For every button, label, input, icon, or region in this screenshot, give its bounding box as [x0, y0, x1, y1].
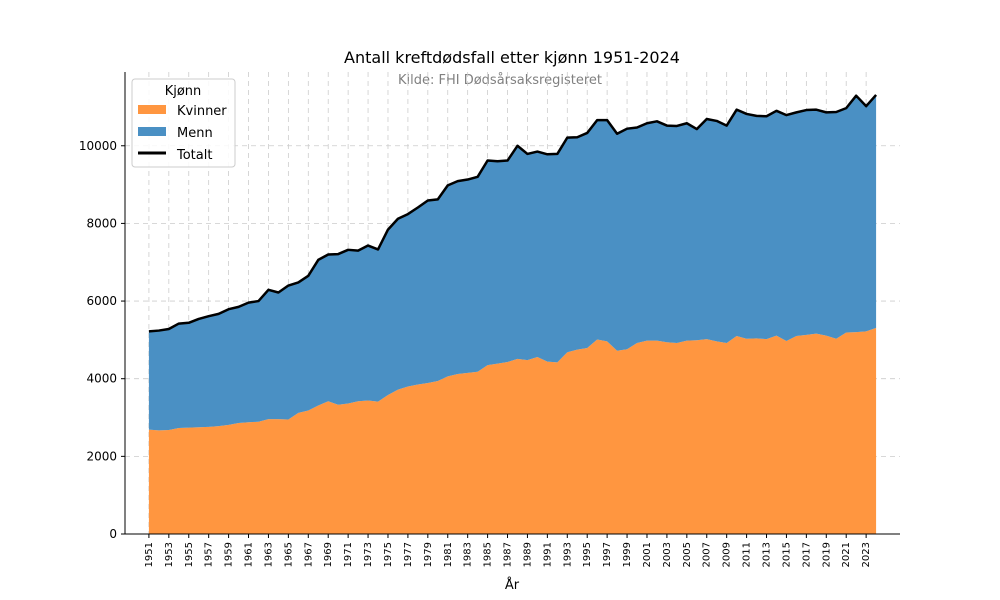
- x-tick-label: 2023: [861, 542, 872, 567]
- x-tick-label: 2001: [642, 542, 653, 567]
- x-tick-label: 1961: [244, 542, 255, 567]
- x-tick-label: 1989: [522, 542, 533, 567]
- x-tick-label: 1993: [562, 542, 573, 567]
- x-tick-label: 1965: [283, 542, 294, 567]
- legend: Kjønn Kvinner Menn Totalt: [131, 78, 236, 168]
- total-line-group: [148, 94, 878, 333]
- x-tick-label: 1979: [423, 542, 434, 567]
- chart-title: Antall kreftdødsfall etter kjønn 1951-20…: [344, 48, 680, 67]
- legend-swatch-kvinner: [138, 105, 166, 114]
- x-tick-label: 1995: [582, 542, 593, 567]
- x-tick-label: 2013: [762, 542, 773, 567]
- axes: [124, 72, 900, 535]
- x-tick-label: 2005: [682, 542, 693, 567]
- x-tick-label: 1983: [463, 542, 474, 567]
- y-tick-label: 6000: [86, 294, 117, 308]
- x-tick-label: 1955: [184, 542, 195, 567]
- x-tick-label: 1973: [363, 542, 374, 567]
- x-tick-label: 1985: [483, 542, 494, 567]
- x-tick-label: 1967: [303, 542, 314, 567]
- legend-title: Kjønn: [165, 84, 202, 99]
- x-tick-label: 1987: [503, 542, 514, 567]
- y-tick-label: 2000: [86, 449, 117, 463]
- x-tick-label: 1951: [144, 542, 155, 567]
- legend-swatch-menn: [138, 127, 166, 136]
- x-tick-label: 1953: [164, 542, 175, 567]
- y-tick-label: 4000: [86, 372, 117, 386]
- legend-box: [131, 78, 236, 168]
- chart-subtitle: Kilde: FHI Dødsårsaksregisteret: [398, 73, 602, 88]
- x-ticks: 1951 1953 1955 1957 1959 1961 1963 1965 1967 1969…: [144, 534, 872, 567]
- x-tick-label: 1991: [542, 542, 553, 567]
- legend-label-menn: Menn: [177, 126, 213, 141]
- legend-label-totalt: Totalt: [176, 148, 212, 163]
- x-tick-label: 1969: [323, 542, 334, 567]
- y-tick-label: 10000: [79, 139, 117, 153]
- x-tick-label: 2003: [662, 542, 673, 567]
- area-menn: [148, 94, 877, 431]
- y-tick-label: 0: [109, 527, 117, 541]
- x-tick-label: 2019: [821, 542, 832, 567]
- y-ticks: 0 2000 4000 6000 8000 10000: [79, 139, 125, 541]
- stacked-areas: [148, 94, 877, 534]
- x-tick-label: 1997: [602, 542, 613, 567]
- x-tick-label: 2017: [801, 542, 812, 567]
- x-tick-label: 1999: [622, 542, 633, 567]
- x-tick-label: 1959: [224, 542, 235, 567]
- area-kvinner: [148, 327, 877, 534]
- x-tick-label: 1977: [403, 542, 414, 567]
- total-line: [148, 94, 878, 333]
- x-tick-label: 1971: [343, 542, 354, 567]
- y-tick-label: 8000: [86, 216, 117, 230]
- x-tick-label: 2015: [781, 542, 792, 567]
- x-tick-label: 1981: [443, 542, 454, 567]
- x-tick-label: 1963: [263, 542, 274, 567]
- legend-label-kvinner: Kvinner: [177, 104, 227, 119]
- x-tick-label: 1957: [204, 542, 215, 567]
- x-tick-label: 2009: [722, 542, 733, 567]
- x-tick-label: 2007: [702, 542, 713, 567]
- x-tick-label: 2011: [742, 542, 753, 567]
- x-tick-label: 1975: [383, 542, 394, 567]
- x-tick-label: 2021: [841, 542, 852, 567]
- x-axis-label: År: [505, 577, 520, 593]
